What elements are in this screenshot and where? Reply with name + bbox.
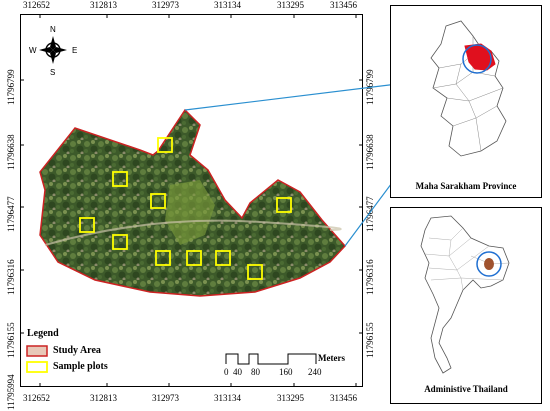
x-tick-bottom: 313456 — [330, 393, 357, 403]
sample-plot — [150, 193, 166, 209]
sample-plot — [215, 250, 231, 266]
legend-label-study-area: Study Area — [53, 345, 101, 356]
north-arrow-icon — [39, 36, 67, 64]
province-inset-frame: Maha Sarakham Province — [390, 5, 542, 198]
scale-label: 80 — [251, 367, 260, 377]
province-locator-circle — [462, 44, 492, 74]
clearing-area — [165, 180, 215, 245]
scale-bar — [225, 353, 317, 365]
x-tick-bottom: 312973 — [152, 393, 179, 403]
scale-label: 240 — [308, 367, 322, 377]
x-tick-top: 313295 — [277, 0, 304, 10]
sample-plot — [155, 250, 171, 266]
compass-w: W — [29, 46, 37, 55]
sample-plot — [112, 234, 128, 250]
compass-e: E — [72, 46, 78, 55]
sample-plot — [186, 250, 202, 266]
thailand-map — [420, 215, 510, 374]
country-inset-title: Administive Thailand — [424, 384, 508, 394]
x-tick-top: 312652 — [23, 0, 50, 10]
x-tick-bottom: 312652 — [23, 393, 50, 403]
scale-label: 160 — [279, 367, 293, 377]
x-tick-top: 313134 — [214, 0, 241, 10]
legend-swatch-study-area — [26, 345, 48, 357]
frame-ticks — [20, 14, 363, 387]
scale-unit: Meters — [318, 353, 345, 363]
country-locator-circle — [476, 251, 502, 277]
sample-plot — [247, 264, 263, 280]
scale-label: 0 — [224, 367, 229, 377]
x-tick-top: 313456 — [330, 0, 357, 10]
province-on-country — [484, 258, 494, 270]
legend-label-sample-plots: Sample plots — [53, 361, 108, 372]
compass-s: S — [50, 68, 56, 77]
x-tick-top: 312813 — [90, 0, 117, 10]
province-inset-title: Maha Sarakham Province — [415, 181, 517, 191]
legend-title: Legend — [27, 328, 59, 339]
x-tick-top: 312973 — [152, 0, 179, 10]
x-tick-bottom: 313295 — [277, 393, 304, 403]
country-inset-frame: Administive Thailand — [390, 207, 542, 404]
legend-swatch-sample-plots — [26, 361, 48, 373]
thailand-outline — [420, 215, 510, 374]
province-map — [430, 20, 507, 157]
x-tick-bottom: 312813 — [90, 393, 117, 403]
sample-plot — [157, 137, 173, 153]
scale-label: 40 — [233, 367, 242, 377]
path-track — [44, 219, 342, 246]
sample-plot — [79, 217, 95, 233]
compass-n: N — [50, 25, 56, 34]
sample-plot — [276, 197, 292, 213]
province-outline — [430, 20, 507, 157]
sample-plot — [112, 171, 128, 187]
x-tick-bottom: 313134 — [214, 393, 241, 403]
